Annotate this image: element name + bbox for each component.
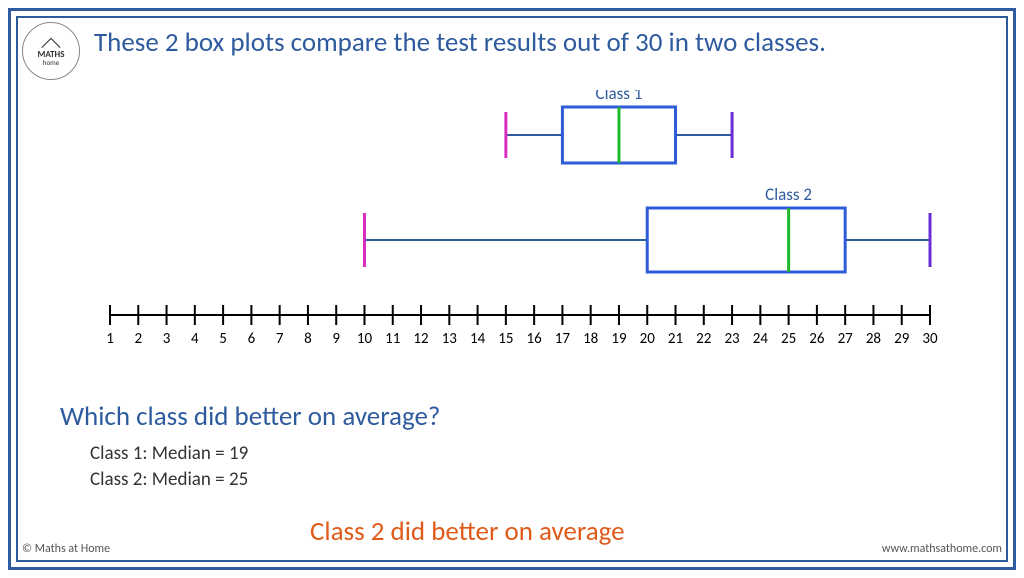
svg-text:7: 7 bbox=[276, 330, 284, 348]
svg-text:Class 1: Class 1 bbox=[596, 90, 643, 104]
median-class2: Class 2: Median = 25 bbox=[90, 468, 248, 491]
svg-text:10: 10 bbox=[357, 330, 373, 348]
svg-text:15: 15 bbox=[498, 330, 513, 348]
svg-text:16: 16 bbox=[527, 330, 543, 348]
svg-text:4: 4 bbox=[191, 330, 199, 348]
svg-text:28: 28 bbox=[866, 330, 881, 348]
svg-text:6: 6 bbox=[248, 330, 256, 348]
svg-text:13: 13 bbox=[442, 330, 458, 348]
svg-text:14: 14 bbox=[470, 330, 486, 348]
svg-text:12: 12 bbox=[413, 330, 428, 348]
svg-text:23: 23 bbox=[724, 330, 740, 348]
median-class1: Class 1: Median = 19 bbox=[90, 442, 248, 465]
answer-text: Class 2 did better on average bbox=[310, 515, 625, 548]
svg-text:29: 29 bbox=[894, 330, 910, 348]
svg-text:21: 21 bbox=[668, 330, 683, 348]
svg-text:3: 3 bbox=[163, 330, 171, 348]
svg-text:25: 25 bbox=[781, 330, 796, 348]
svg-text:22: 22 bbox=[696, 330, 711, 348]
page-title: These 2 box plots compare the test resul… bbox=[94, 26, 984, 60]
svg-text:18: 18 bbox=[583, 330, 598, 348]
svg-text:24: 24 bbox=[753, 330, 769, 348]
logo: MATHS home bbox=[22, 22, 80, 80]
svg-text:5: 5 bbox=[219, 330, 227, 348]
svg-text:9: 9 bbox=[332, 330, 340, 348]
svg-text:30: 30 bbox=[922, 330, 938, 348]
svg-text:19: 19 bbox=[611, 330, 627, 348]
boxplot-chart: 1234567891011121314151617181920212223242… bbox=[100, 90, 940, 350]
svg-text:26: 26 bbox=[809, 330, 825, 348]
question-text: Which class did better on average? bbox=[60, 400, 440, 433]
svg-text:17: 17 bbox=[555, 330, 571, 348]
footer-right: www.mathsathome.com bbox=[882, 542, 1002, 556]
svg-text:20: 20 bbox=[640, 330, 656, 348]
footer-left: © Maths at Home bbox=[22, 542, 110, 556]
svg-text:11: 11 bbox=[385, 330, 400, 348]
chart-svg: 1234567891011121314151617181920212223242… bbox=[100, 90, 940, 350]
svg-text:1: 1 bbox=[106, 330, 114, 348]
svg-text:2: 2 bbox=[134, 330, 142, 348]
logo-text-bot: home bbox=[43, 59, 59, 66]
svg-text:8: 8 bbox=[304, 330, 312, 348]
svg-text:Class 2: Class 2 bbox=[765, 184, 812, 205]
svg-text:27: 27 bbox=[838, 330, 854, 348]
